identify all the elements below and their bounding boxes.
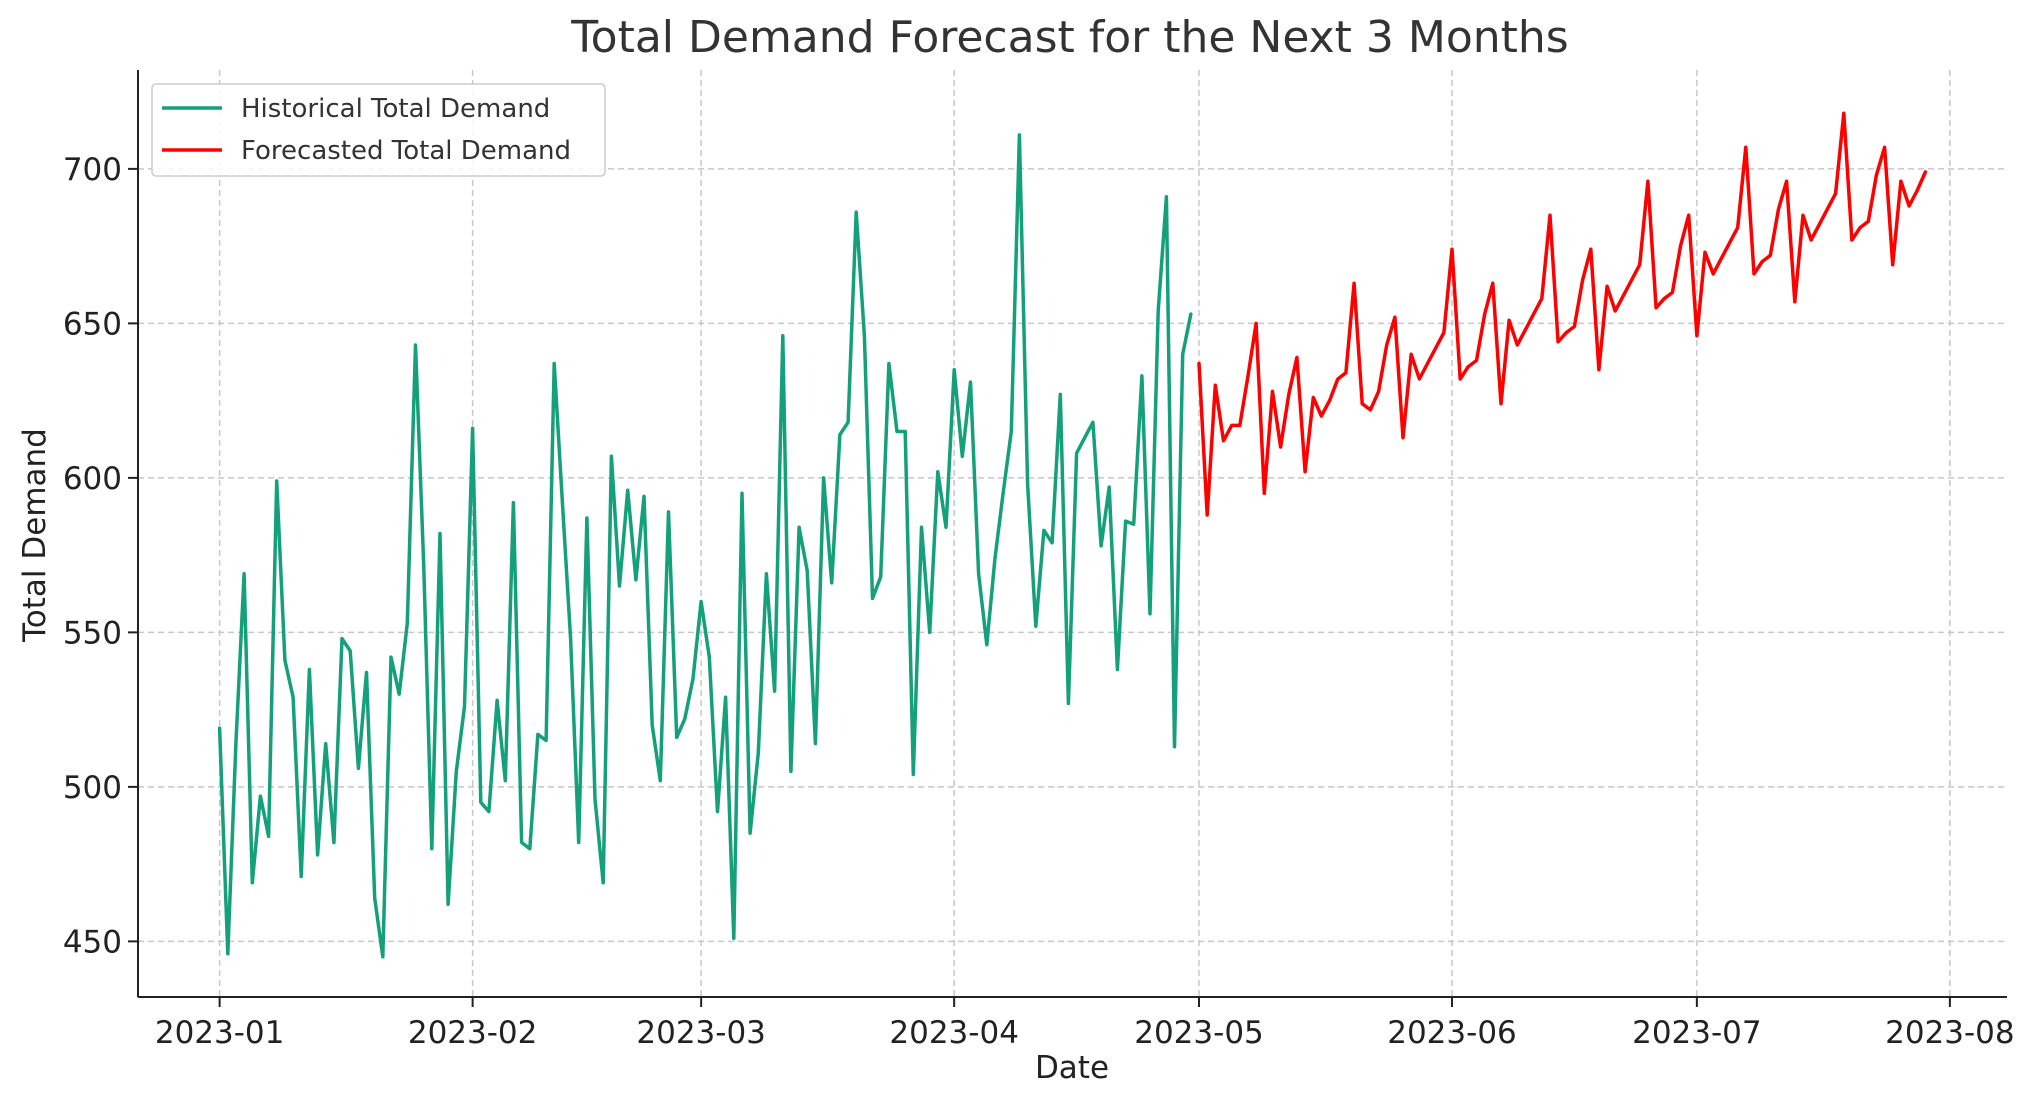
- series-line-historical: [217, 133, 1193, 959]
- legend-label-historical: Historical Total Demand: [241, 94, 550, 124]
- y-tick-label: 450: [63, 924, 122, 960]
- x-tick-label: 2023-02: [408, 1015, 538, 1051]
- series-line-forecast: [1197, 111, 1928, 517]
- x-axis-label: Date: [1035, 1050, 1109, 1086]
- y-tick-label: 550: [63, 615, 122, 651]
- series-lines: [217, 111, 1928, 959]
- y-axis-label: Total Demand: [17, 428, 53, 643]
- legend-label-forecast: Forecasted Total Demand: [241, 136, 571, 166]
- grid-lines: [138, 70, 2007, 997]
- x-tick-label: 2023-06: [1387, 1015, 1517, 1051]
- x-tick-label: 2023-07: [1632, 1015, 1762, 1051]
- y-tick-label: 500: [63, 770, 122, 806]
- legend-box: [151, 83, 606, 177]
- y-tick-label: 650: [63, 306, 122, 342]
- x-tick-label: 2023-05: [1134, 1015, 1264, 1051]
- chart-title: Total Demand Forecast for the Next 3 Mon…: [570, 12, 1568, 63]
- legend: Historical Total Demand Forecasted Total…: [151, 83, 606, 177]
- y-tick-label: 700: [63, 152, 122, 188]
- x-tick-label: 2023-01: [155, 1015, 285, 1051]
- x-axis-ticks: 2023-01 2023-02 2023-03 2023-04 2023-05 2023-…: [155, 997, 2015, 1051]
- y-tick-label: 600: [63, 461, 122, 497]
- x-tick-label: 2023-08: [1885, 1015, 2015, 1051]
- y-axis-ticks: 450 500 550 600 650 700: [63, 152, 138, 960]
- x-tick-label: 2023-03: [636, 1015, 766, 1051]
- x-tick-label: 2023-04: [889, 1015, 1019, 1051]
